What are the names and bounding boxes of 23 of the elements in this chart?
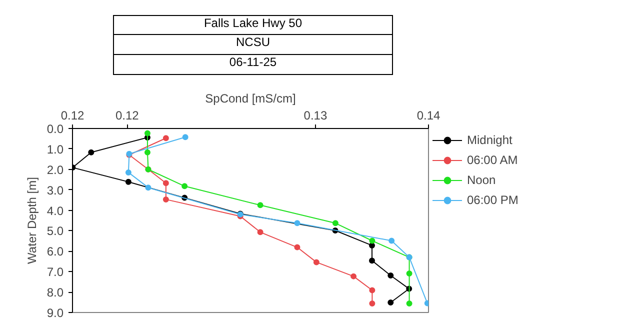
chart-subtitle: NCSU xyxy=(113,35,393,55)
legend-label: 06:00 AM xyxy=(467,153,518,167)
legend-label: Noon xyxy=(467,173,496,187)
y-tick-label: 0.0 xyxy=(46,122,64,136)
y-axis-title: Water Depth [m] xyxy=(24,177,39,264)
y-tick-label: 8.0 xyxy=(46,286,64,300)
y-tick-label: 3.0 xyxy=(46,183,64,198)
y-tick-label: 5.0 xyxy=(46,224,64,238)
y-tick-label: 2.0 xyxy=(46,162,64,177)
x-tick-label: 0.14 xyxy=(416,108,441,122)
legend-label: Midnight xyxy=(467,133,512,147)
legend-label: 06:00 PM xyxy=(467,193,518,207)
y-tick-label: 7.0 xyxy=(46,265,64,280)
text: 06-11-25 xyxy=(113,55,393,75)
y-tick-label: 1.0 xyxy=(46,142,64,156)
x-tick-label: 0.12 xyxy=(115,108,140,122)
x-tick-label: 0.13 xyxy=(304,108,328,122)
y-tick-label: 6.0 xyxy=(46,244,64,259)
y-tick-label: 9.0 xyxy=(46,306,64,320)
x-axis-title: SpCond [mS/cm] xyxy=(205,92,296,106)
chart-title: Falls Lake Hwy 50 xyxy=(113,15,393,35)
y-tick-label: 4.0 xyxy=(46,204,64,218)
x-tick-label: 0.12 xyxy=(60,108,85,122)
